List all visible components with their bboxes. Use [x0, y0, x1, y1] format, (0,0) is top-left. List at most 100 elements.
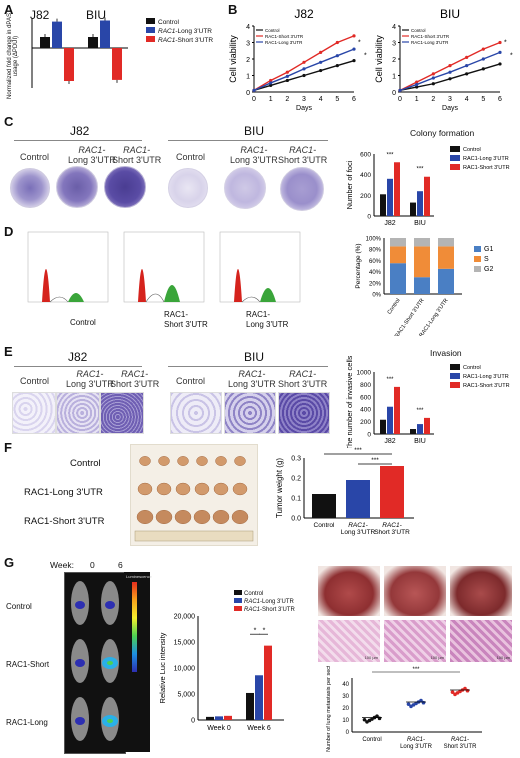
panel-b-xtick: 5 [335, 96, 339, 103]
panel-g-meta-point [465, 688, 470, 693]
panel-g-meta-point [406, 702, 411, 706]
panel-c-legend-label: RAC1-Long 3'UTR [463, 156, 509, 162]
panel-f-ytick: 0.1 [291, 496, 301, 503]
panel-b-xtick: 0 [252, 96, 256, 103]
panel-d-ytick: 80% [369, 248, 382, 254]
panel-g-bar [255, 675, 263, 720]
panel-d-bar-segment [438, 268, 454, 294]
panel-d-bar-segment [414, 246, 430, 278]
panel-e-chart-title: Invasion [430, 348, 462, 358]
panel-b-point [398, 88, 402, 92]
panel-g-bar [224, 715, 232, 720]
panel-g-sig: * [254, 628, 257, 635]
panel-g-sig: * [263, 628, 266, 635]
panel-e-legend-swatch [450, 364, 460, 370]
panel-a-bar [100, 20, 110, 48]
panel-b-ytick: 4 [246, 24, 250, 31]
panel-e-legend-label: RAC1-Short 3'UTR [463, 383, 510, 389]
panel-g-meta-ytick: 0 [346, 730, 350, 736]
panel-e-bar [417, 424, 423, 434]
panel-c-letter: C [4, 114, 14, 129]
panel-g-meta-ytick: 30 [342, 694, 349, 700]
panel-b-point [352, 47, 356, 51]
panel-f-row-short: RAC1-Short 3'UTR [24, 516, 105, 527]
colony-dish-biu-long [224, 167, 266, 209]
panel-b-legend-label: Control [265, 28, 280, 33]
panel-d-legend-swatch [474, 246, 481, 252]
panel-c-long-label-2: RAC1- Long 3'UTR [230, 145, 278, 165]
panel-c-control-label-2: Control [176, 152, 206, 162]
flow-histogram-frame [123, 231, 205, 303]
panel-g-letter: G [4, 555, 15, 570]
panel-b-point [498, 50, 502, 55]
panel-b-point [252, 88, 256, 92]
panel-b-ytick: 3 [392, 41, 396, 48]
panel-c-j82-label: J82 [70, 124, 90, 138]
panel-a-bar [64, 48, 74, 81]
panel-b-point [481, 67, 485, 71]
panel-b-point [431, 72, 435, 76]
colony-dish-j82-short [104, 166, 146, 208]
panel-e-letter: E [4, 344, 13, 359]
panel-b-ytick: 1 [246, 74, 250, 81]
panel-b-point [285, 78, 289, 83]
flow-g2-peak [68, 293, 84, 302]
panel-d-bar-segment [414, 238, 430, 247]
panel-e-ytick: 400 [360, 407, 371, 414]
flow-s-trace [49, 296, 69, 303]
panel-g-ytick: 20,000 [174, 614, 196, 621]
panel-b-point [481, 47, 485, 51]
panel-g-luc-chart: 0 5,000 10,000 15,000 20,000 Relative Luc int… [158, 614, 284, 732]
luminescence-core [107, 661, 113, 665]
panel-c-legend-label: RAC1-Short 3'UTR [463, 165, 510, 171]
panel-b-legend-label: RAC1-Long 3'UTR [265, 40, 303, 45]
panel-g-mouse-long: RAC1-Long [6, 718, 48, 727]
panel-b-ytick: 4 [392, 24, 396, 31]
panel-f-row-long: RAC1-Long 3'UTR [24, 487, 103, 498]
tumor [177, 456, 189, 466]
panel-g-mouse-control: Control [6, 602, 32, 611]
panel-d-ytick: 0% [372, 293, 381, 299]
panel-b-point [335, 64, 339, 68]
flow-histogram-frame [219, 231, 301, 303]
panel-b-point [465, 72, 469, 76]
panel-b-title: J82 [294, 7, 314, 21]
panel-g-bar [206, 716, 214, 720]
panel-c-ytick: 200 [360, 193, 371, 200]
panel-a-bar [40, 37, 50, 48]
tumor [215, 456, 227, 466]
panel-f-chart: 0.0 0.1 0.2 0.3 Tumor weight (g) Control RAC1-… [275, 447, 414, 536]
panel-d-legend-label: S [484, 256, 489, 263]
panel-g-meta-ylabel: Number of lung metastasis per section [326, 666, 332, 752]
panel-c-sig: *** [386, 152, 394, 158]
panel-b-legend-label: RAC1-Long 3'UTR [411, 40, 449, 45]
panel-g-meta-xtick: Control [362, 737, 381, 743]
panel-b-xtick: 3 [302, 96, 306, 103]
panel-f-xtick: Control [314, 522, 336, 529]
panel-a-ylabel: Normalized fold change in dPAS usage (ΔP… [7, 13, 19, 99]
panel-b-legend-label: Control [411, 28, 426, 33]
panel-d-legend-label: G1 [484, 246, 493, 253]
panel-b-xtick: 4 [319, 96, 323, 103]
panel-g-meta-point [362, 717, 367, 722]
panel-d-label-long: RAC1- Long 3'UTR [246, 310, 289, 329]
panel-a-bar [52, 21, 62, 48]
panel-c-ytick: 0 [367, 214, 371, 221]
panel-b-ylabel: Cell viability [228, 35, 238, 83]
panel-d-legend-label: G2 [484, 266, 493, 273]
panel-b-point [269, 78, 273, 83]
tumor [193, 509, 211, 525]
panel-e-bar [380, 419, 386, 434]
panel-b-sig: * [364, 53, 367, 60]
panel-b-ylabel: Cell viability [374, 35, 384, 83]
panel-b-xtick: 2 [431, 96, 435, 103]
panel-g-ytick: 10,000 [174, 666, 196, 673]
panel-g-xtick: Week 6 [247, 725, 271, 732]
panel-e-bar [424, 417, 430, 434]
panel-e-legend-swatch [450, 373, 460, 379]
luminescence-label: Luminescence [126, 574, 152, 579]
panel-a-j82-label: J82 [30, 8, 50, 22]
tumor [196, 456, 208, 466]
panel-d-bar-segment [438, 246, 454, 269]
panel-b-point [302, 60, 306, 64]
